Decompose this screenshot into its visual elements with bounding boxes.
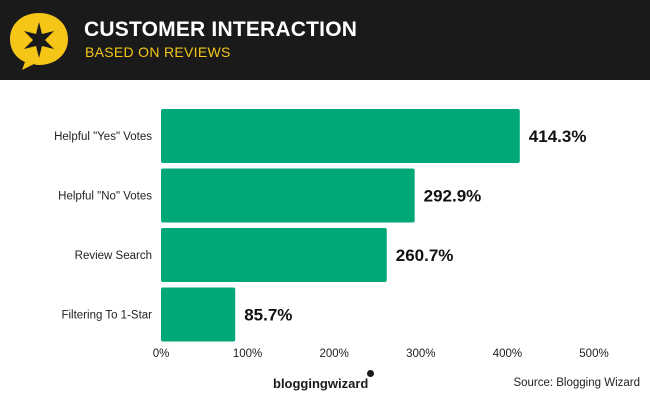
x-axis-ticks: 0% 100% 200% 300% 400% 500%	[153, 348, 609, 360]
value-label: 260.7%	[396, 246, 454, 265]
category-labels: Helpful "Yes" Votes Helpful "No" Votes Rev…	[54, 131, 152, 322]
x-tick-label: 0%	[153, 348, 170, 360]
x-tick-label: 300%	[406, 348, 435, 360]
page-subtitle: BASED ON REVIEWS	[85, 44, 231, 60]
x-tick-label: 500%	[579, 348, 608, 360]
bar	[161, 287, 236, 342]
category-label: Review Search	[75, 250, 152, 262]
category-label: Helpful "Yes" Votes	[54, 131, 152, 143]
bars-layer	[161, 109, 520, 342]
value-labels: 414.3% 292.9% 260.7% 85.7%	[244, 127, 586, 325]
bar	[161, 228, 387, 282]
x-tick-label: 100%	[233, 348, 262, 360]
category-label: Helpful "No" Votes	[58, 191, 152, 203]
header-banner: CUSTOMER INTERACTION BASED ON REVIEWS	[0, 0, 650, 80]
brand-mark-icon	[367, 370, 374, 377]
brand-logo-text: bloggingwizard	[273, 376, 369, 391]
category-label: Filtering To 1-Star	[61, 310, 152, 322]
bar	[161, 168, 415, 223]
value-label: 292.9%	[424, 187, 482, 206]
page-title: CUSTOMER INTERACTION	[84, 18, 358, 41]
source-note: Source: Blogging Wizard	[513, 377, 640, 389]
x-tick-label: 200%	[319, 348, 348, 360]
value-label: 414.3%	[529, 127, 587, 146]
value-label: 85.7%	[244, 306, 292, 325]
bar-chart: Helpful "Yes" Votes Helpful "No" Votes Rev…	[54, 109, 609, 360]
x-tick-label: 400%	[493, 348, 522, 360]
star-speech-bubble-icon	[10, 13, 68, 70]
bar	[161, 109, 520, 163]
